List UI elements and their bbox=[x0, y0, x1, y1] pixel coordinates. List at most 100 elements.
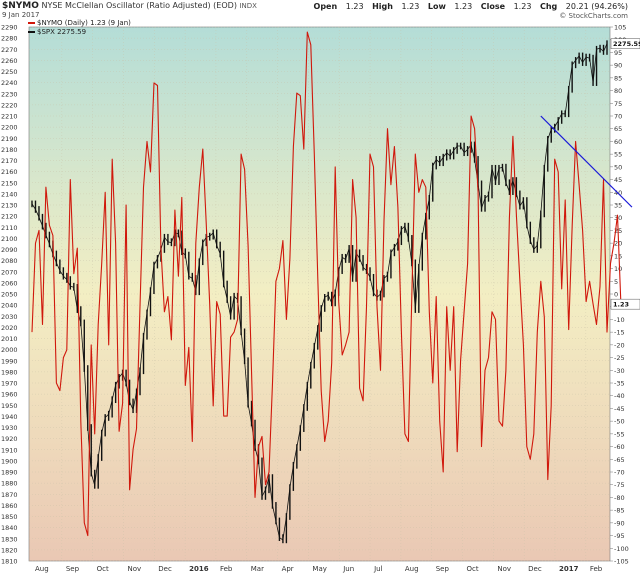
nymo-line bbox=[31, 31, 622, 537]
right-axis: -105-100-95-90-85-80-75-70-65-60-55-50-4… bbox=[610, 24, 629, 566]
high-value: 1.23 bbox=[401, 2, 420, 11]
left-tick-label: 2110 bbox=[1, 224, 18, 232]
right-tick-label: -100 bbox=[614, 545, 629, 553]
left-tick-label: 2180 bbox=[1, 146, 18, 154]
right-tick-label: -10 bbox=[614, 316, 625, 324]
right-tick-label: -65 bbox=[614, 456, 625, 464]
close-label: Close bbox=[480, 2, 506, 11]
right-tick-label: -70 bbox=[614, 469, 625, 477]
right-tick-label: 10 bbox=[614, 265, 622, 273]
right-tick-label: -25 bbox=[614, 354, 625, 362]
month-label: Feb bbox=[220, 565, 233, 573]
month-label: 2017 bbox=[559, 565, 579, 573]
month-label: Nov bbox=[497, 565, 511, 573]
left-tick-label: 2070 bbox=[1, 268, 18, 276]
left-tick-label: 2170 bbox=[1, 157, 18, 165]
left-tick-label: 2120 bbox=[1, 213, 18, 221]
right-tick-label: -45 bbox=[614, 405, 625, 413]
right-tick-label: 55 bbox=[614, 151, 622, 159]
current-value-labels: 2275.59 1.23 bbox=[610, 38, 640, 310]
legend: $NYMO (Daily) 1.23 (9 Jan) $SPX 2275.59 bbox=[28, 19, 131, 37]
left-tick-label: 1830 bbox=[1, 535, 18, 543]
right-tick-label: 60 bbox=[614, 138, 622, 146]
chg-label: Chg bbox=[539, 2, 558, 11]
month-label: Dec bbox=[528, 565, 542, 573]
left-tick-label: 2040 bbox=[1, 302, 18, 310]
brand-watermark: © StockCharts.com bbox=[559, 12, 628, 20]
trendline bbox=[540, 115, 633, 208]
legend-nymo-label: $NYMO (Daily) 1.23 (9 Jan) bbox=[37, 19, 131, 27]
right-tick-label: -95 bbox=[614, 532, 625, 540]
left-axis: 1810 1820 1830 1840 1850 1860 1870 1880 1890 1900… bbox=[1, 24, 18, 566]
left-tick-label: 2060 bbox=[1, 279, 18, 287]
left-tick-label: 1940 bbox=[1, 413, 18, 421]
title-exchange: INDX bbox=[239, 2, 257, 10]
gridlines bbox=[29, 26, 610, 562]
left-tick-label: 1960 bbox=[1, 391, 18, 399]
left-tick-label: 2030 bbox=[1, 313, 18, 321]
left-tick-label: 1870 bbox=[1, 491, 18, 499]
legend-spx-label: $SPX 2275.59 bbox=[37, 28, 87, 36]
left-tick-label: 2240 bbox=[1, 79, 18, 87]
spx-current-label: 2275.59 bbox=[613, 40, 640, 48]
left-tick-label: 2270 bbox=[1, 46, 18, 54]
right-tick-label: -105 bbox=[614, 558, 629, 566]
legend-spx-swatch bbox=[28, 31, 35, 33]
right-tick-label: -50 bbox=[614, 418, 625, 426]
right-tick-label: -30 bbox=[614, 367, 625, 375]
left-tick-label: 1990 bbox=[1, 357, 18, 365]
legend-nymo: $NYMO (Daily) 1.23 (9 Jan) bbox=[28, 19, 131, 28]
month-label: Oct bbox=[97, 565, 109, 573]
left-tick-label: 1920 bbox=[1, 435, 18, 443]
right-tick-label: 0 bbox=[614, 291, 618, 299]
left-tick-label: 1900 bbox=[1, 457, 18, 465]
nymo-current-label-box bbox=[610, 298, 640, 310]
month-label: Aug bbox=[405, 565, 419, 573]
month-label: Oct bbox=[467, 565, 479, 573]
month-label: Aug bbox=[35, 565, 49, 573]
open-label: Open bbox=[313, 2, 338, 11]
month-label: Jul bbox=[373, 565, 383, 573]
right-tick-label: 50 bbox=[614, 163, 622, 171]
left-tick-label: 2260 bbox=[1, 57, 18, 65]
month-label: Feb bbox=[590, 565, 603, 573]
chart-date: 9 Jan 2017 bbox=[2, 11, 40, 19]
month-label: Sep bbox=[436, 565, 450, 573]
left-tick-label: 2210 bbox=[1, 113, 18, 121]
left-tick-label: 2280 bbox=[1, 35, 18, 43]
right-tick-label: 75 bbox=[614, 100, 622, 108]
left-tick-label: 2250 bbox=[1, 68, 18, 76]
left-tick-label: 2020 bbox=[1, 324, 18, 332]
month-label: May bbox=[312, 565, 326, 573]
legend-spx: $SPX 2275.59 bbox=[28, 28, 131, 37]
month-label: Dec bbox=[158, 565, 172, 573]
left-tick-label: 2190 bbox=[1, 135, 18, 143]
spx-current-label-box bbox=[610, 38, 640, 49]
right-tick-label: -40 bbox=[614, 392, 625, 400]
legend-nymo-swatch bbox=[28, 22, 35, 24]
right-tick-label: -90 bbox=[614, 519, 625, 527]
right-tick-label: 90 bbox=[614, 62, 622, 70]
right-tick-label: -60 bbox=[614, 443, 625, 451]
right-tick-label: -20 bbox=[614, 341, 625, 349]
month-label: 2016 bbox=[189, 565, 209, 573]
right-tick-label: 35 bbox=[614, 202, 622, 210]
right-tick-label: -80 bbox=[614, 494, 625, 502]
left-tick-label: 1850 bbox=[1, 513, 18, 521]
low-value: 1.23 bbox=[454, 2, 473, 11]
left-tick-label: 1950 bbox=[1, 402, 18, 410]
ohlc-readout: Open 1.23 High 1.23 Low 1.23 Close 1.23 … bbox=[308, 2, 628, 11]
left-tick-label: 2010 bbox=[1, 335, 18, 343]
title-description: NYSE McClellan Oscillator (Ratio Adjuste… bbox=[41, 1, 237, 10]
left-tick-label: 2080 bbox=[1, 257, 18, 265]
left-tick-label: 1860 bbox=[1, 502, 18, 510]
open-value: 1.23 bbox=[345, 2, 364, 11]
left-tick-label: 1880 bbox=[1, 480, 18, 488]
right-tick-label: 45 bbox=[614, 176, 622, 184]
month-label: Sep bbox=[66, 565, 80, 573]
left-tick-label: 1820 bbox=[1, 546, 18, 554]
left-tick-label: 1840 bbox=[1, 524, 18, 532]
left-tick-label: 1930 bbox=[1, 424, 18, 432]
